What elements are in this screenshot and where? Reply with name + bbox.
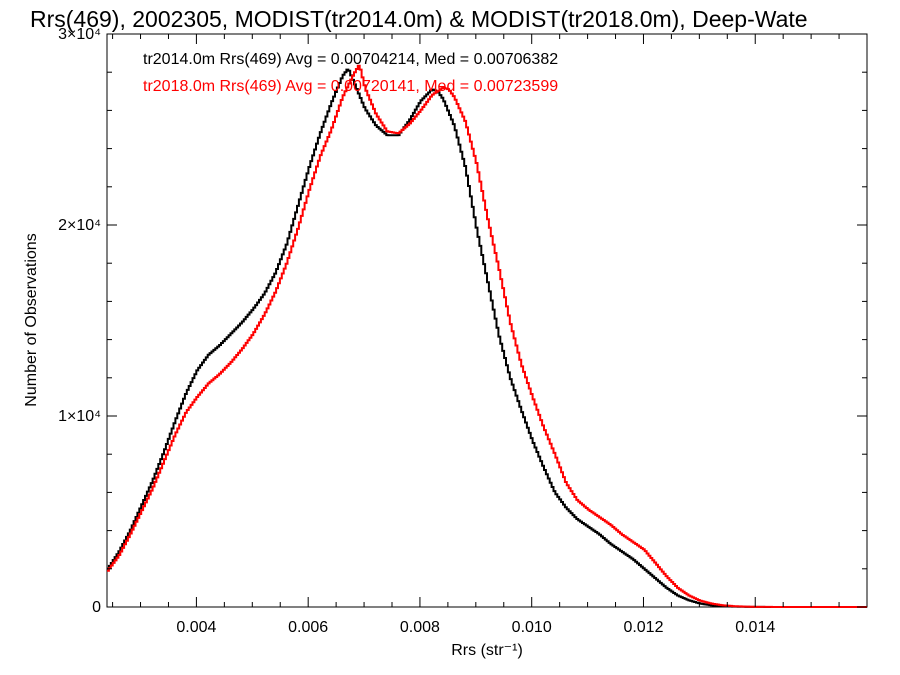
- plot-frame: [106, 33, 868, 608]
- x-axis-ticks: 0.004 0.006 0.008 0.010 0.012 0.014: [112, 34, 840, 636]
- legend-entry-tr2014: tr2014.0m Rrs(469) Avg = 0.00704214, Med…: [143, 51, 558, 68]
- x-tick-label: 0.004: [176, 619, 216, 636]
- y-tick-label: 0: [92, 599, 101, 616]
- chart-title: Rrs(469), 2002305, MODIST(tr2014.0m) & M…: [30, 6, 808, 32]
- x-tick-label: 0.008: [400, 619, 440, 636]
- x-tick-label: 0.014: [735, 619, 775, 636]
- plot-area: 0.004 0.006 0.008 0.010 0.012 0.014 0 1×10⁴ 2×1…: [58, 26, 868, 636]
- x-axis-label: Rrs (str⁻¹): [451, 642, 523, 659]
- x-tick-label: 0.010: [512, 619, 552, 636]
- series-line-tr2018-0m: [107, 64, 867, 608]
- y-axis-label: Number of Observations: [23, 233, 40, 406]
- series-layer: [107, 64, 867, 608]
- legend-entry-tr2018: tr2018.0m Rrs(469) Avg = 0.00720141, Med…: [143, 78, 558, 95]
- x-tick-label: 0.006: [288, 619, 328, 636]
- y-tick-label: 1×10⁴: [58, 408, 101, 425]
- x-tick-label: 0.012: [623, 619, 663, 636]
- y-tick-label: 2×10⁴: [58, 217, 101, 234]
- y-tick-label: 3×10⁴: [58, 26, 101, 43]
- series-line-tr2014-0m: [107, 68, 867, 608]
- y-axis-ticks: 0 1×10⁴ 2×10⁴ 3×10⁴: [58, 26, 867, 616]
